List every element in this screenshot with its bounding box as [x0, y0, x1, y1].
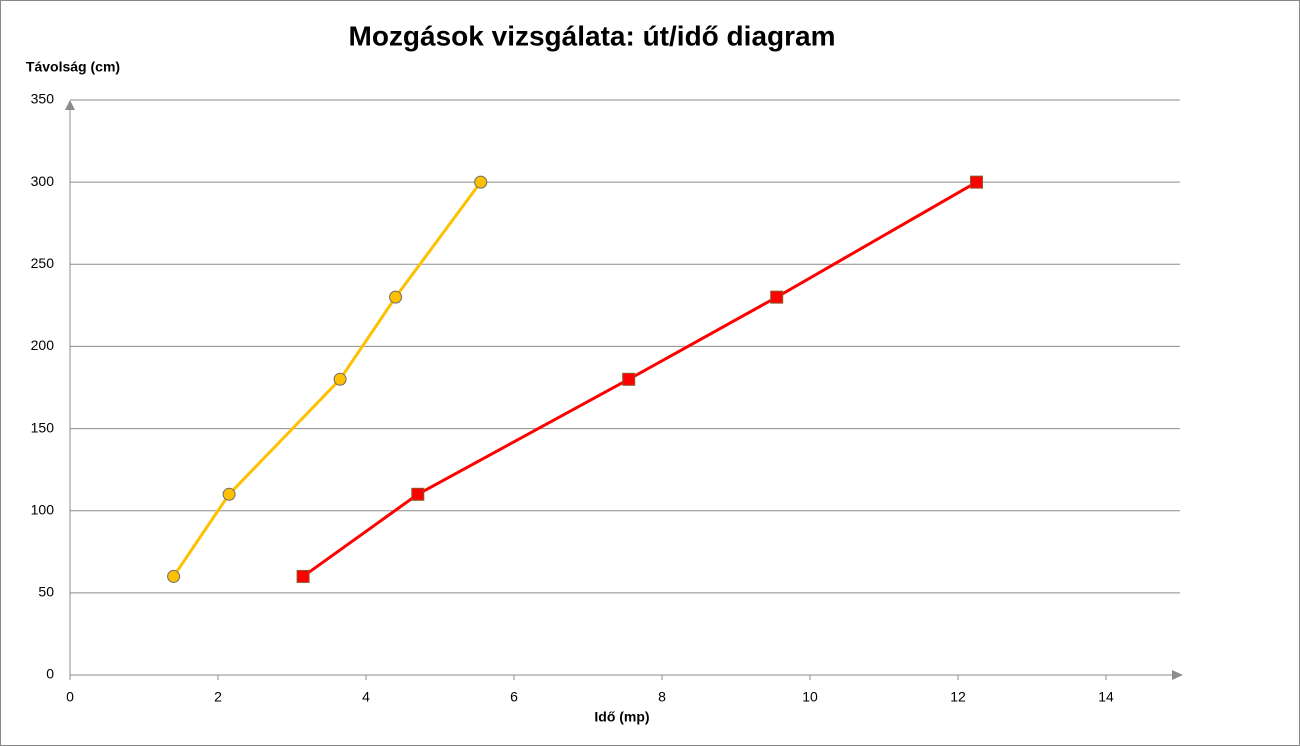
y-axis-arrow [65, 100, 75, 110]
y-tick-label: 100 [31, 501, 55, 517]
marker [167, 569, 181, 583]
chart-title: Mozgások vizsgálata: út/idő diagram [349, 20, 836, 51]
y-tick-label: 350 [31, 91, 55, 107]
y-axis-title: Távolság (cm) [26, 59, 120, 75]
y-tick-label: 0 [46, 666, 54, 682]
x-tick-label: 2 [214, 689, 222, 705]
x-tick-label: 4 [362, 689, 370, 705]
x-tick-label: 6 [510, 689, 518, 705]
x-axis-arrow [1172, 670, 1183, 680]
x-tick-label: 14 [1098, 689, 1114, 705]
y-tick-label: 200 [31, 337, 55, 353]
x-axis-title: Idő (mp) [594, 709, 649, 725]
marker [296, 569, 310, 583]
marker [622, 372, 636, 386]
marker [970, 175, 983, 189]
marker [389, 290, 403, 304]
marker [474, 175, 488, 189]
marker [770, 290, 784, 304]
x-tick-label: 0 [66, 689, 74, 705]
marker [411, 487, 425, 501]
y-tick-label: 300 [31, 173, 55, 189]
y-tick-label: 250 [31, 255, 55, 271]
x-tick-label: 10 [802, 689, 818, 705]
x-tick-label: 8 [658, 689, 666, 705]
x-tick-label: 12 [950, 689, 966, 705]
marker [222, 487, 236, 501]
marker [333, 372, 347, 386]
y-tick-label: 50 [38, 584, 54, 600]
y-tick-label: 150 [31, 419, 55, 435]
